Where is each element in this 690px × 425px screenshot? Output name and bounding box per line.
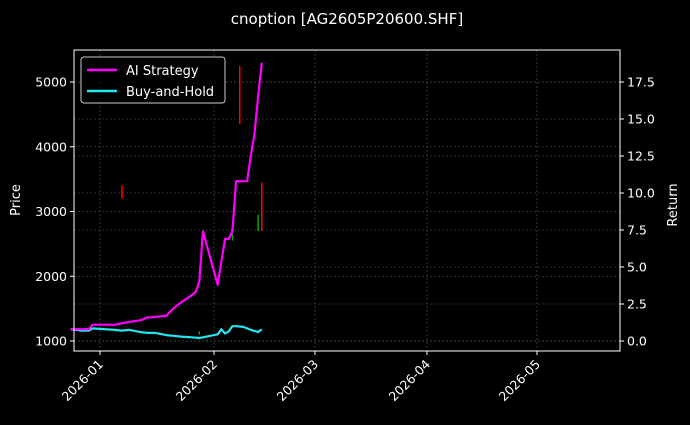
y-axis-left: 1000 2000 3000 4000 5000 bbox=[35, 75, 74, 349]
y-tick-label-right: 10.0 bbox=[627, 186, 655, 201]
grid bbox=[74, 50, 620, 351]
y-tick-label-left: 4000 bbox=[35, 139, 67, 154]
y-tick-label-right: 7.5 bbox=[627, 223, 647, 238]
y-tick-label-right: 2.5 bbox=[627, 297, 647, 312]
y-tick-label-right: 5.0 bbox=[627, 260, 647, 275]
price-candles bbox=[121, 65, 263, 335]
line-buy-and-hold bbox=[70, 325, 263, 340]
y-tick-label-right: 0.0 bbox=[627, 334, 647, 349]
y-tick-label-right: 12.5 bbox=[627, 149, 655, 164]
legend-label-ai-strategy: AI Strategy bbox=[126, 64, 199, 79]
legend: AI Strategy Buy-and-Hold bbox=[80, 56, 226, 104]
y-tick-label-right: 17.5 bbox=[627, 75, 655, 90]
y-axis-label-left: Price bbox=[9, 184, 24, 216]
y-tick-label-left: 2000 bbox=[35, 269, 67, 284]
y-axis-right: 0.0 2.5 5.0 7.5 10.0 12.5 15.0 17.5 bbox=[620, 75, 655, 349]
legend-label-buy-and-hold: Buy-and-Hold bbox=[126, 85, 214, 100]
return-lines bbox=[70, 62, 263, 340]
line-ai-strategy bbox=[70, 62, 263, 331]
y-tick-label-left: 1000 bbox=[35, 334, 67, 349]
chart-title: cnoption [AG2605P20600.SHF] bbox=[231, 10, 463, 28]
y-tick-label-left: 3000 bbox=[35, 204, 67, 219]
y-axis-label-right: Return bbox=[666, 183, 681, 226]
plot-frame bbox=[73, 49, 621, 352]
y-tick-label-right: 15.0 bbox=[627, 112, 655, 127]
y-tick-label-left: 5000 bbox=[35, 75, 67, 90]
